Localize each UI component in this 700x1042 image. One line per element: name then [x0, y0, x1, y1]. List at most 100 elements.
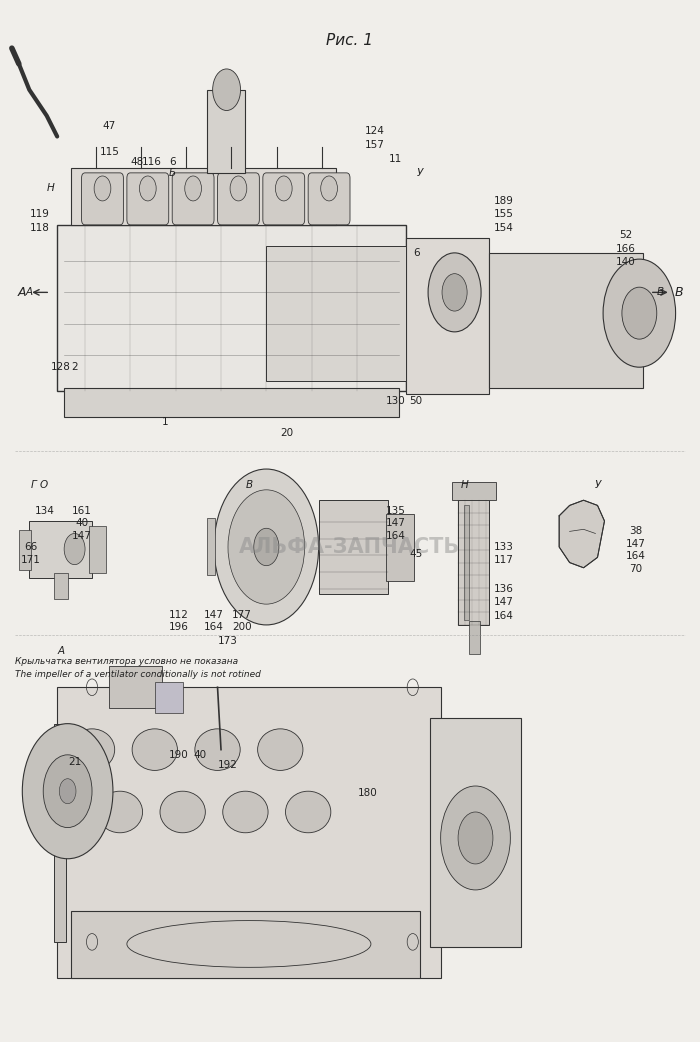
- Text: 147: 147: [204, 610, 224, 620]
- FancyBboxPatch shape: [57, 225, 406, 391]
- Text: 117: 117: [494, 555, 513, 566]
- Text: 119: 119: [30, 209, 50, 220]
- Text: Рис. 1: Рис. 1: [326, 33, 374, 48]
- Text: 1: 1: [162, 417, 169, 427]
- Circle shape: [254, 528, 279, 566]
- Text: АЛЬФА-ЗАПЧАСТЬ: АЛЬФА-ЗАПЧАСТЬ: [239, 537, 461, 557]
- Text: 173: 173: [218, 636, 238, 645]
- Circle shape: [275, 176, 292, 201]
- Text: 200: 200: [232, 622, 252, 632]
- Ellipse shape: [223, 791, 268, 833]
- Text: 6: 6: [169, 157, 176, 168]
- Text: 147: 147: [386, 518, 405, 528]
- Text: 40: 40: [193, 750, 206, 760]
- Text: В: В: [674, 286, 682, 299]
- Bar: [463, 505, 469, 620]
- FancyBboxPatch shape: [54, 723, 66, 942]
- Circle shape: [213, 69, 241, 110]
- Text: 155: 155: [494, 209, 513, 220]
- Ellipse shape: [132, 728, 177, 770]
- Ellipse shape: [97, 791, 143, 833]
- Text: 135: 135: [386, 505, 405, 516]
- Circle shape: [94, 176, 111, 201]
- FancyBboxPatch shape: [218, 173, 260, 225]
- Circle shape: [428, 253, 481, 331]
- Text: Г О: Г О: [32, 479, 48, 490]
- Ellipse shape: [195, 728, 240, 770]
- FancyBboxPatch shape: [406, 239, 489, 394]
- Text: Б: Б: [169, 168, 176, 178]
- Text: У: У: [594, 479, 601, 490]
- Text: 40: 40: [75, 518, 88, 528]
- Text: 164: 164: [494, 611, 513, 621]
- Bar: [19, 530, 32, 570]
- Circle shape: [622, 288, 657, 339]
- Text: 38: 38: [629, 526, 643, 537]
- Polygon shape: [559, 500, 605, 568]
- Circle shape: [442, 274, 467, 312]
- Text: 133: 133: [494, 542, 513, 552]
- Text: 70: 70: [629, 564, 643, 574]
- Text: 164: 164: [386, 530, 405, 541]
- FancyBboxPatch shape: [266, 246, 406, 380]
- Text: 45: 45: [410, 549, 423, 560]
- Text: Крыльчатка вентилятора условно не показана: Крыльчатка вентилятора условно не показа…: [15, 656, 239, 666]
- Bar: [458, 500, 489, 625]
- FancyBboxPatch shape: [262, 173, 304, 225]
- Circle shape: [22, 723, 113, 859]
- FancyBboxPatch shape: [430, 718, 521, 947]
- Text: В: В: [657, 288, 664, 297]
- FancyBboxPatch shape: [489, 253, 643, 388]
- Text: 134: 134: [35, 505, 55, 516]
- Bar: [88, 526, 106, 573]
- Circle shape: [214, 469, 318, 625]
- Ellipse shape: [160, 791, 205, 833]
- Text: 112: 112: [169, 610, 189, 620]
- Text: 147: 147: [626, 539, 646, 549]
- Text: 116: 116: [141, 157, 161, 168]
- Text: 128: 128: [50, 363, 71, 372]
- FancyBboxPatch shape: [71, 168, 336, 225]
- Circle shape: [603, 259, 676, 367]
- Text: 6: 6: [413, 248, 419, 257]
- Ellipse shape: [286, 791, 331, 833]
- Text: 147: 147: [494, 597, 513, 607]
- Text: 130: 130: [386, 397, 405, 406]
- Text: А: А: [26, 288, 33, 297]
- Circle shape: [43, 754, 92, 827]
- FancyBboxPatch shape: [172, 173, 214, 225]
- Text: 157: 157: [365, 140, 384, 150]
- Text: 52: 52: [619, 230, 632, 241]
- FancyBboxPatch shape: [127, 173, 169, 225]
- Text: 21: 21: [68, 758, 81, 767]
- Text: 161: 161: [71, 505, 92, 516]
- Text: 115: 115: [99, 147, 120, 157]
- FancyBboxPatch shape: [386, 514, 414, 581]
- Ellipse shape: [69, 728, 115, 770]
- Bar: [452, 481, 496, 500]
- Text: 48: 48: [131, 157, 144, 168]
- Circle shape: [458, 812, 493, 864]
- Text: 66: 66: [24, 542, 37, 552]
- Text: 124: 124: [365, 126, 384, 137]
- Text: 189: 189: [494, 196, 513, 206]
- FancyBboxPatch shape: [155, 683, 183, 714]
- FancyBboxPatch shape: [82, 173, 123, 225]
- Circle shape: [321, 176, 337, 201]
- Text: 50: 50: [410, 397, 423, 406]
- Circle shape: [228, 490, 304, 604]
- Circle shape: [64, 534, 85, 565]
- Bar: [468, 621, 480, 654]
- Text: 154: 154: [494, 223, 513, 233]
- Text: 166: 166: [615, 244, 636, 253]
- Bar: [207, 518, 216, 575]
- Text: 196: 196: [169, 622, 189, 632]
- Text: Н: Н: [46, 183, 54, 194]
- Text: 147: 147: [71, 530, 92, 541]
- Text: В: В: [245, 479, 253, 490]
- FancyBboxPatch shape: [71, 911, 420, 978]
- Bar: [29, 521, 92, 578]
- Text: А: А: [57, 646, 64, 655]
- FancyBboxPatch shape: [207, 90, 246, 173]
- Circle shape: [230, 176, 247, 201]
